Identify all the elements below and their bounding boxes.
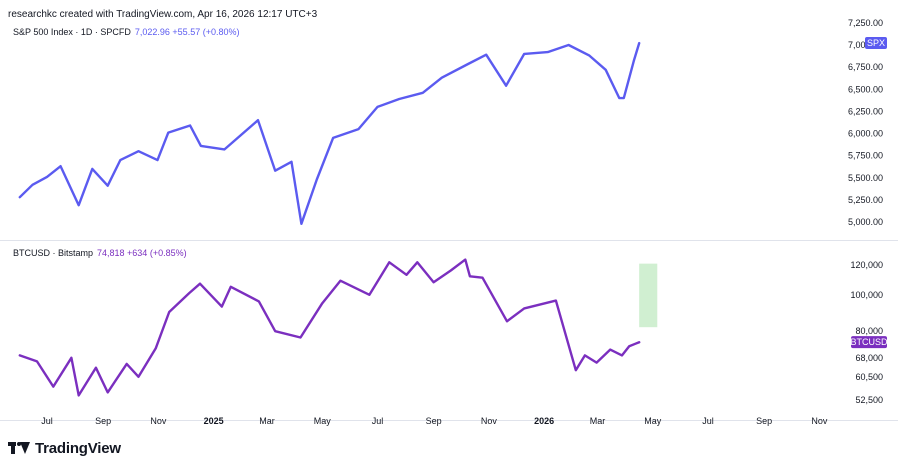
tradingview-wordmark: TradingView: [35, 439, 121, 457]
spx-y-tick-label: 6,250.00: [848, 106, 883, 116]
spx-legend[interactable]: S&P 500 Index · 1D · SPCFD 7,022.96 +55.5…: [13, 27, 239, 37]
btc-line[interactable]: [18, 258, 641, 397]
projection-box[interactable]: [639, 263, 658, 328]
time-tick-label: Nov: [811, 416, 828, 426]
tradingview-logo-icon: [8, 442, 30, 454]
time-tick-label: Jul: [372, 416, 384, 426]
time-tick-label: Sep: [426, 416, 442, 426]
btc-y-tick-label: 52,500: [855, 395, 883, 405]
btc-legend[interactable]: BTCUSD · Bitstamp 74,818 +634 (+0.85%): [13, 248, 187, 258]
spx-y-tick-label: 5,500.00: [848, 173, 883, 183]
spx-price-tag[interactable]: SPX: [865, 37, 887, 50]
time-tick-label: Mar: [590, 416, 606, 426]
tradingview-brand[interactable]: TradingView: [8, 438, 121, 458]
btc-y-tick-label: 60,500: [855, 372, 883, 382]
spx-y-tick-label: 5,750.00: [848, 151, 883, 161]
btc-y-tick-label: 68,000: [855, 353, 883, 363]
time-tick-label: Sep: [756, 416, 772, 426]
svg-text:BTCUSD: BTCUSD: [850, 337, 888, 347]
spx-legend-value: 7,022.96 +55.57 (+0.80%): [134, 27, 240, 37]
time-tick-label: 2026: [534, 416, 554, 426]
spx-y-tick-label: 6,500.00: [848, 84, 883, 94]
time-tick-label: Jul: [702, 416, 714, 426]
time-tick-label: May: [644, 416, 662, 426]
time-axis[interactable]: Jul Sep Nov 2025 Mar May Jul Sep Nov 2026 Mar May Ju…: [41, 416, 828, 426]
spx-y-tick-label: 6,750.00: [848, 62, 883, 72]
btc-legend-symbol: BTCUSD · Bitstamp: [13, 248, 94, 258]
btc-legend-value: 74,818 +634 (+0.85%): [97, 248, 187, 258]
time-tick-label: Jul: [41, 416, 53, 426]
svg-text:SPX: SPX: [867, 38, 885, 48]
time-tick-label: Sep: [95, 416, 111, 426]
spx-y-tick-label: 5,250.00: [848, 195, 883, 205]
spx-legend-symbol: S&P 500 Index · 1D · SPCFD: [13, 27, 131, 37]
spx-y-tick-label: 6,000.00: [848, 129, 883, 139]
time-tick-label: 2025: [204, 416, 224, 426]
btc-pane[interactable]: 120,000 100,000 80,000 68,000 60,500 52,500 BT…: [18, 258, 888, 405]
time-tick-label: Nov: [481, 416, 498, 426]
btc-y-tick-label: 120,000: [850, 260, 883, 270]
time-tick-label: Mar: [259, 416, 275, 426]
spx-line[interactable]: [18, 41, 641, 226]
spx-pane[interactable]: 7,250.007,000.006,750.006,500.006,250.00…: [18, 18, 887, 227]
btc-price-tag[interactable]: BTCUSD: [850, 336, 888, 349]
spx-y-tick-label: 7,250.00: [848, 18, 883, 28]
btc-y-tick-label: 100,000: [850, 290, 883, 300]
chart-credit: researchkc created with TradingView.com,…: [8, 9, 318, 20]
btc-y-tick-label: 80,000: [855, 326, 883, 336]
spx-y-tick-label: 5,000.00: [848, 217, 883, 227]
time-tick-label: May: [314, 416, 332, 426]
time-tick-label: Nov: [150, 416, 167, 426]
